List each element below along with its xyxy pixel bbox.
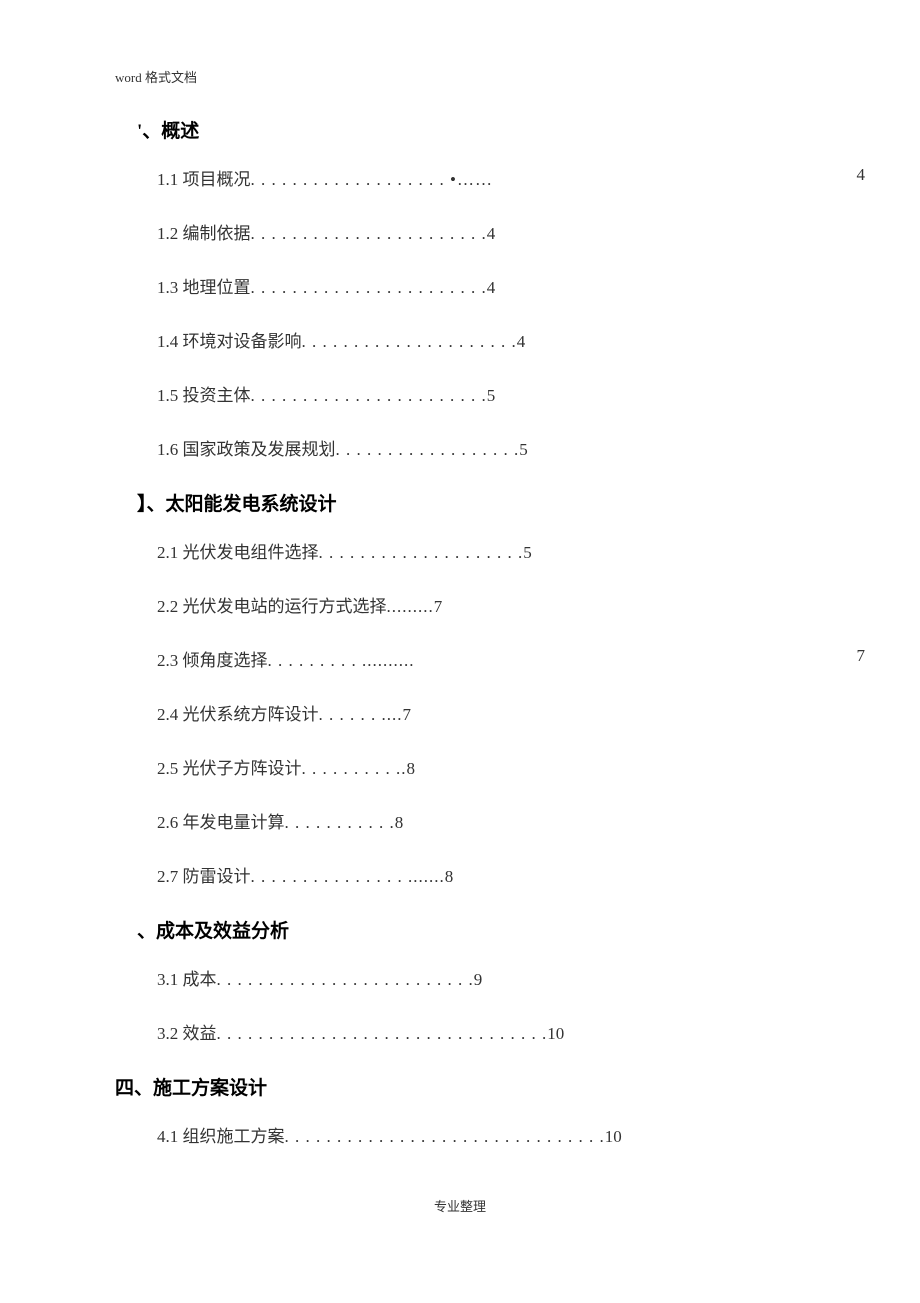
toc-entry-page: 4	[857, 165, 866, 185]
toc-entry-page: 8	[407, 759, 416, 779]
toc-entry: 1.6 国家政策及发展规划 . . . . . . . . . . . . . …	[137, 435, 805, 460]
toc-entry-dots: . . . . . . . . . . . . . . . . . . . •……	[251, 170, 493, 190]
toc-entry-dots: .........	[387, 597, 434, 617]
section-heading: 】、太阳能发电系统设计	[137, 489, 805, 516]
toc-entry-dots: . . . . . . . . . . . . . . . . . .	[336, 440, 520, 460]
toc-entry: 4.1 组织施工方案 . . . . . . . . . . . . . . .…	[137, 1122, 805, 1147]
toc-entry-text: 2.1 光伏发电组件选择	[157, 538, 319, 563]
toc-entry: 1.2 编制依据 . . . . . . . . . . . . . . . .…	[137, 219, 805, 244]
toc-entry: 2.5 光伏子方阵设计 . . . . . . . . . ..8	[137, 754, 805, 779]
toc-entry-page: 8	[395, 813, 404, 833]
toc-entry-page: 7	[434, 597, 443, 617]
toc-entry-text: 1.1 项目概况	[157, 165, 251, 190]
toc-entry: 2.3 倾角度选择 . . . . . . . . . ..........7	[137, 646, 805, 671]
toc-entry-page: 5	[487, 386, 496, 406]
toc-entry: 2.2 光伏发电站的运行方式选择 ......... 7	[137, 592, 805, 617]
toc-entry-dots: . . . . . . . . . . . . . . . . . . . .	[319, 543, 524, 563]
toc-entry-dots: . . . . . . . . . . . . . . . . . . . . …	[251, 224, 487, 244]
toc-entry-text: 4.1 组织施工方案	[157, 1122, 285, 1147]
toc-entry-text: 2.4 光伏系统方阵设计	[157, 700, 319, 725]
toc-entry-page: 4	[487, 278, 496, 298]
toc-entry: 2.7 防雷设计 . . . . . . . . . . . . . . . .…	[137, 862, 805, 887]
toc-entry-text: 3.2 效益	[157, 1019, 217, 1044]
toc-entry-dots: . . . . . . . . . . . . . . . . . . . . …	[217, 970, 474, 990]
toc-entry: 3.1 成本 . . . . . . . . . . . . . . . . .…	[137, 965, 805, 990]
toc-entry-page: 7	[857, 646, 866, 666]
toc-entry-page: 4	[487, 224, 496, 244]
toc-entry-text: 2.5 光伏子方阵设计	[157, 754, 302, 779]
toc-entry-text: 1.5 投资主体	[157, 381, 251, 406]
toc-entry-dots: . . . . . . . . . ..	[302, 759, 407, 779]
page-header: word 格式文档	[115, 67, 805, 86]
section-heading: 、成本及效益分析	[137, 916, 805, 943]
toc-entry-dots: . . . . . . . . . . . . . . . . . . . . …	[217, 1024, 548, 1044]
toc-entry-dots: . . . . . . . . . . . . . . . . . . . . …	[251, 386, 487, 406]
toc-entry: 2.4 光伏系统方阵设计 . . . . . . ....7	[137, 700, 805, 725]
toc-entry-page: 7	[403, 705, 412, 725]
section-heading: '、概述	[137, 116, 805, 143]
toc-entry-dots: . . . . . . . . . ..........	[268, 651, 415, 671]
toc-entry: 1.5 投资主体 . . . . . . . . . . . . . . . .…	[137, 381, 805, 406]
toc-entry-dots: . . . . . . . . . . . . . . . . . . . . …	[302, 332, 517, 352]
toc-content: '、概述 1.1 项目概况 . . . . . . . . . . . . . .…	[137, 116, 805, 1147]
toc-entry: 2.6 年发电量计算 . . . . . . . . . . . 8	[137, 808, 805, 833]
toc-entry-dots: . . . . . . . . . . . . . . . .......	[251, 867, 445, 887]
toc-entry-text: 1.3 地理位置	[157, 273, 251, 298]
toc-entry-page: 10	[547, 1024, 564, 1044]
toc-entry-text: 1.6 国家政策及发展规划	[157, 435, 336, 460]
toc-entry-page: 5	[523, 543, 532, 563]
toc-entry-dots: . . . . . . . . . . .	[285, 813, 395, 833]
toc-entry-page: 4	[517, 332, 526, 352]
toc-entry-text: 2.3 倾角度选择	[157, 646, 268, 671]
toc-entry-text: 2.2 光伏发电站的运行方式选择	[157, 592, 387, 617]
toc-entry-dots: . . . . . . . . . . . . . . . . . . . . …	[251, 278, 487, 298]
toc-entry-text: 3.1 成本	[157, 965, 217, 990]
toc-entry-page: 10	[605, 1127, 622, 1147]
toc-entry-dots: . . . . . . ....	[319, 705, 403, 725]
toc-entry: 3.2 效益 . . . . . . . . . . . . . . . . .…	[137, 1019, 805, 1044]
toc-entry: 1.1 项目概况 . . . . . . . . . . . . . . . .…	[137, 165, 805, 190]
toc-entry: 1.4 环境对设备影响 . . . . . . . . . . . . . . …	[137, 327, 805, 352]
toc-entry-page: 9	[474, 970, 483, 990]
toc-entry-page: 8	[445, 867, 454, 887]
toc-entry-text: 2.7 防雷设计	[157, 862, 251, 887]
section-heading: 四、施工方案设计	[115, 1073, 805, 1100]
toc-entry-page: 5	[519, 440, 528, 460]
toc-entry-text: 1.2 编制依据	[157, 219, 251, 244]
toc-entry-text: 2.6 年发电量计算	[157, 808, 285, 833]
page-footer: 专业整理	[434, 1196, 486, 1215]
toc-entry-dots: . . . . . . . . . . . . . . . . . . . . …	[285, 1127, 605, 1147]
toc-entry: 1.3 地理位置 . . . . . . . . . . . . . . . .…	[137, 273, 805, 298]
toc-entry-text: 1.4 环境对设备影响	[157, 327, 302, 352]
toc-entry: 2.1 光伏发电组件选择 . . . . . . . . . . . . . .…	[137, 538, 805, 563]
